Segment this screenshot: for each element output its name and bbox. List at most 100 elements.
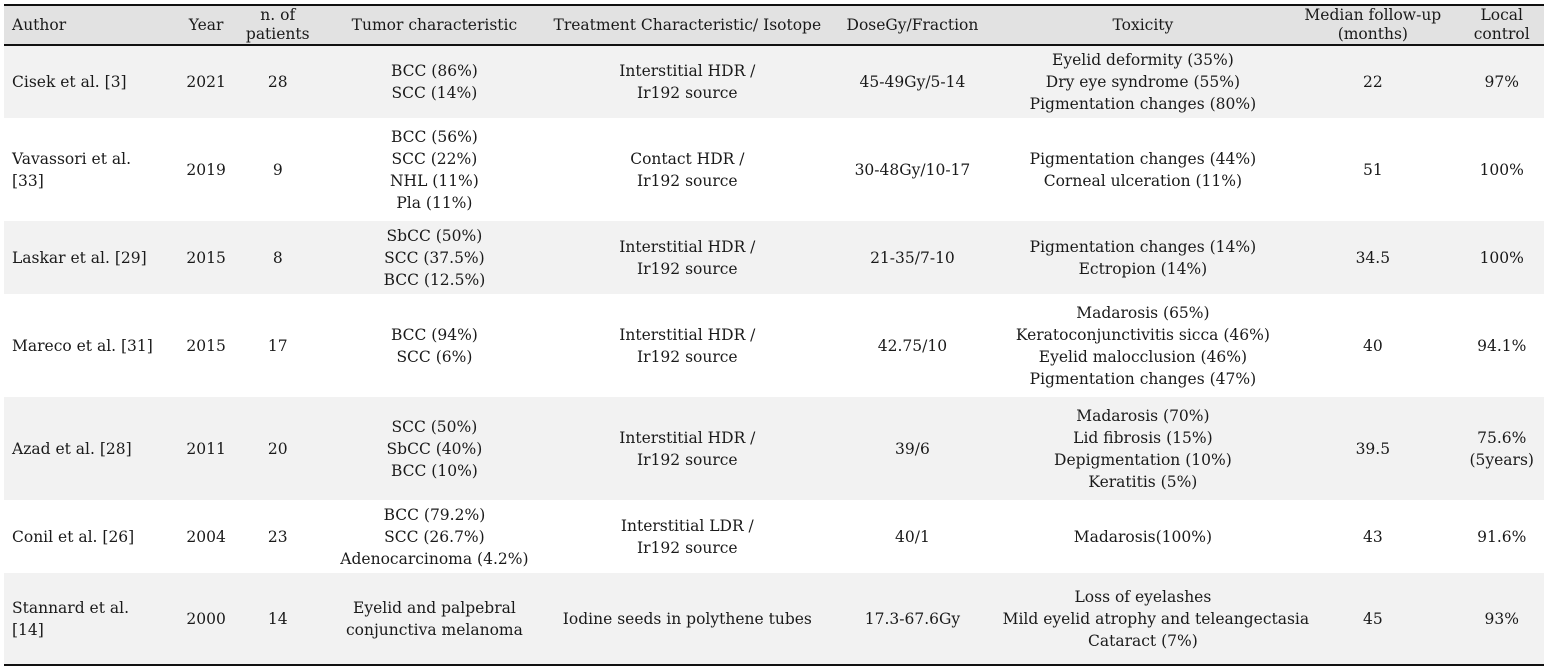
table-row: Cisek et al. [3] 2021 28 BCC (86%) SCC (14%)…: [4, 45, 1544, 118]
cell-toxicity-line: Corneal ulceration (11%): [1043, 171, 1243, 190]
cell-tumor-line: NHL (11%): [389, 171, 479, 190]
cell-year: 2019: [186, 160, 226, 179]
cell-author-line: Azad et al. [28]: [12, 439, 132, 458]
cell-toxicity: Madarosis (70%) Lid fibrosis (15%) Depigme…: [1000, 397, 1287, 500]
cell-control: 94.1%: [1459, 294, 1544, 397]
header-year: Year: [176, 4, 237, 46]
header-tumor: Tumor characteristic: [319, 4, 550, 46]
data-table: Author Year n. of patients Tumor charact…: [4, 4, 1544, 666]
cell-treatment: Interstitial HDR / Ir192 source: [549, 294, 825, 397]
cell-treatment: Interstitial HDR / Ir192 source: [549, 45, 825, 118]
cell-treatment-line: Interstitial LDR /: [620, 516, 754, 535]
cell-author-line: Vavassori et al.: [12, 149, 131, 168]
header-followup-line: (months): [1337, 25, 1408, 43]
cell-treatment-line: Ir192 source: [637, 259, 738, 278]
cell-toxicity-line: Loss of eyelashes: [1074, 587, 1212, 606]
cell-dose: 21-35/7-10: [870, 248, 955, 267]
cell-treatment-line: Ir192 source: [637, 538, 738, 557]
cell-followup: 43: [1362, 527, 1383, 546]
cell-tumor-line: BCC (86%): [390, 62, 478, 80]
cell-tumor-line: Eyelid and palpebral: [353, 598, 516, 617]
cell-author: Laskar et al. [29]: [4, 221, 176, 294]
cell-tumor: BCC (94%) SCC (6%): [319, 294, 549, 397]
cell-author-line: Mareco et al. [31]: [12, 336, 153, 355]
cell-followup: 45: [1286, 573, 1460, 666]
cell-treatment-line: Interstitial HDR /: [619, 428, 756, 447]
cell-author: Azad et al. [28]: [4, 397, 176, 500]
cell-toxicity: Loss of eyelashes Mild eyelid atrophy and…: [999, 573, 1309, 666]
table-row: Conil et al. [26] 2004 23 BCC (79.2%) SCC (2…: [4, 500, 1544, 573]
cell-dose: 42.75/10: [877, 336, 948, 355]
cell-toxicity: Pigmentation changes (44%) Corneal ulcera…: [1000, 118, 1287, 221]
cell-control: 100%: [1459, 221, 1544, 294]
cell-control: 93%: [1459, 573, 1544, 666]
cell-year: 2000: [176, 573, 237, 666]
cell-toxicity-line: Pigmentation changes (47%): [1029, 369, 1257, 388]
cell-followup: 39.5: [1355, 439, 1391, 458]
cell-patients: 23: [267, 527, 288, 546]
header-control: Local control: [1459, 4, 1544, 46]
cell-patients: 8: [272, 248, 283, 267]
cell-tumor-line: BCC (12.5%): [383, 270, 486, 289]
cell-patients: 9: [272, 160, 283, 179]
header-row: Author Year n. of patients Tumor charact…: [4, 4, 1544, 46]
cell-treatment: Interstitial HDR / Ir192 source: [549, 221, 825, 294]
cell-tumor: BCC (79.2%) SCC (26.7%) Adenocarcinoma (4.…: [319, 500, 549, 573]
cell-control: 97%: [1459, 45, 1544, 118]
cell-tumor: SCC (50%) SbCC (40%) BCC (10%): [319, 397, 549, 500]
header-control-line: control: [1473, 25, 1530, 43]
cell-treatment-line: Interstitial HDR /: [619, 237, 756, 256]
cell-toxicity: Madarosis (65%) Keratoconjunctivitis sicc…: [1000, 294, 1287, 397]
cell-author-line: Conil et al. [26]: [12, 527, 135, 546]
cell-control-line: 100%: [1479, 248, 1524, 267]
cell-toxicity-line: Madarosis (65%): [1076, 303, 1210, 322]
cell-toxicity-line: Keratitis (5%): [1088, 472, 1198, 491]
cell-toxicity-line: Pigmentation changes (44%): [1029, 149, 1257, 168]
cell-treatment-line: Ir192 source: [637, 450, 738, 469]
cell-treatment-line: Interstitial HDR /: [619, 62, 756, 80]
header-patients-line: n. of: [260, 6, 296, 24]
cell-patients: 28: [267, 73, 288, 91]
cell-tumor-line: BCC (79.2%): [383, 505, 486, 524]
cell-treatment-line: Contact HDR /: [630, 149, 745, 168]
cell-treatment-line: Interstitial HDR /: [619, 325, 756, 344]
cell-treatment-line: Ir192 source: [637, 171, 738, 190]
cell-control: 100%: [1459, 118, 1544, 221]
cell-toxicity-line: Depigmentation (10%): [1054, 450, 1232, 469]
cell-author: Mareco et al. [31]: [4, 294, 176, 397]
cell-author: Cisek et al. [3]: [4, 45, 176, 118]
cell-tumor-line: SCC (37.5%): [384, 248, 485, 267]
cell-year: 2011: [186, 439, 226, 458]
header-dose: DoseGy/Fraction: [825, 4, 1000, 46]
cell-tumor-line: SCC (22%): [391, 149, 478, 168]
cell-treatment-line: Ir192 source: [637, 347, 738, 366]
table-row: Stannard et al. [14] 2000 14 Eyelid and palp…: [4, 573, 1544, 666]
cell-tumor-line: SCC (26.7%): [384, 527, 485, 546]
cell-author-line: Cisek et al. [3]: [12, 73, 127, 91]
cell-tumor-line: BCC (56%): [390, 127, 478, 146]
cell-toxicity-line: Lid fibrosis (15%): [1073, 428, 1213, 447]
cell-dose: 39/6: [895, 439, 930, 458]
cell-treatment: Interstitial HDR / Ir192 source: [549, 397, 825, 500]
cell-toxicity: Pigmentation changes (14%) Ectropion (14%…: [1000, 221, 1287, 294]
cell-tumor: Eyelid and palpebral conjunctiva melanoma: [319, 573, 550, 666]
header-treatment: Treatment Characteristic/ Isotope: [549, 4, 826, 46]
cell-tumor-line: SbCC (50%): [386, 226, 483, 245]
cell-toxicity: Madarosis(100%): [1000, 500, 1287, 573]
cell-toxicity-line: Eyelid malocclusion (46%): [1038, 347, 1248, 366]
cell-tumor-line: BCC (94%): [390, 325, 478, 344]
cell-author: Stannard et al. [14]: [4, 573, 177, 666]
table-body: Cisek et al. [3] 2021 28 BCC (86%) SCC (14%)…: [4, 45, 1544, 666]
cell-followup: 22: [1362, 73, 1383, 91]
header-toxicity: Toxicity: [999, 4, 1287, 46]
cell-control-line: 100%: [1479, 160, 1524, 179]
cell-author-line: [14]: [12, 620, 44, 639]
header-control-line: Local: [1480, 6, 1523, 24]
cell-control-line: 97%: [1484, 73, 1519, 91]
cell-toxicity-line: Madarosis (70%): [1076, 406, 1210, 425]
cell-year: 2004: [186, 527, 226, 546]
cell-patients: 14: [236, 573, 320, 666]
cell-tumor-line: SCC (14%): [391, 84, 478, 102]
cell-dose: 30-48Gy/10-17: [854, 160, 971, 179]
